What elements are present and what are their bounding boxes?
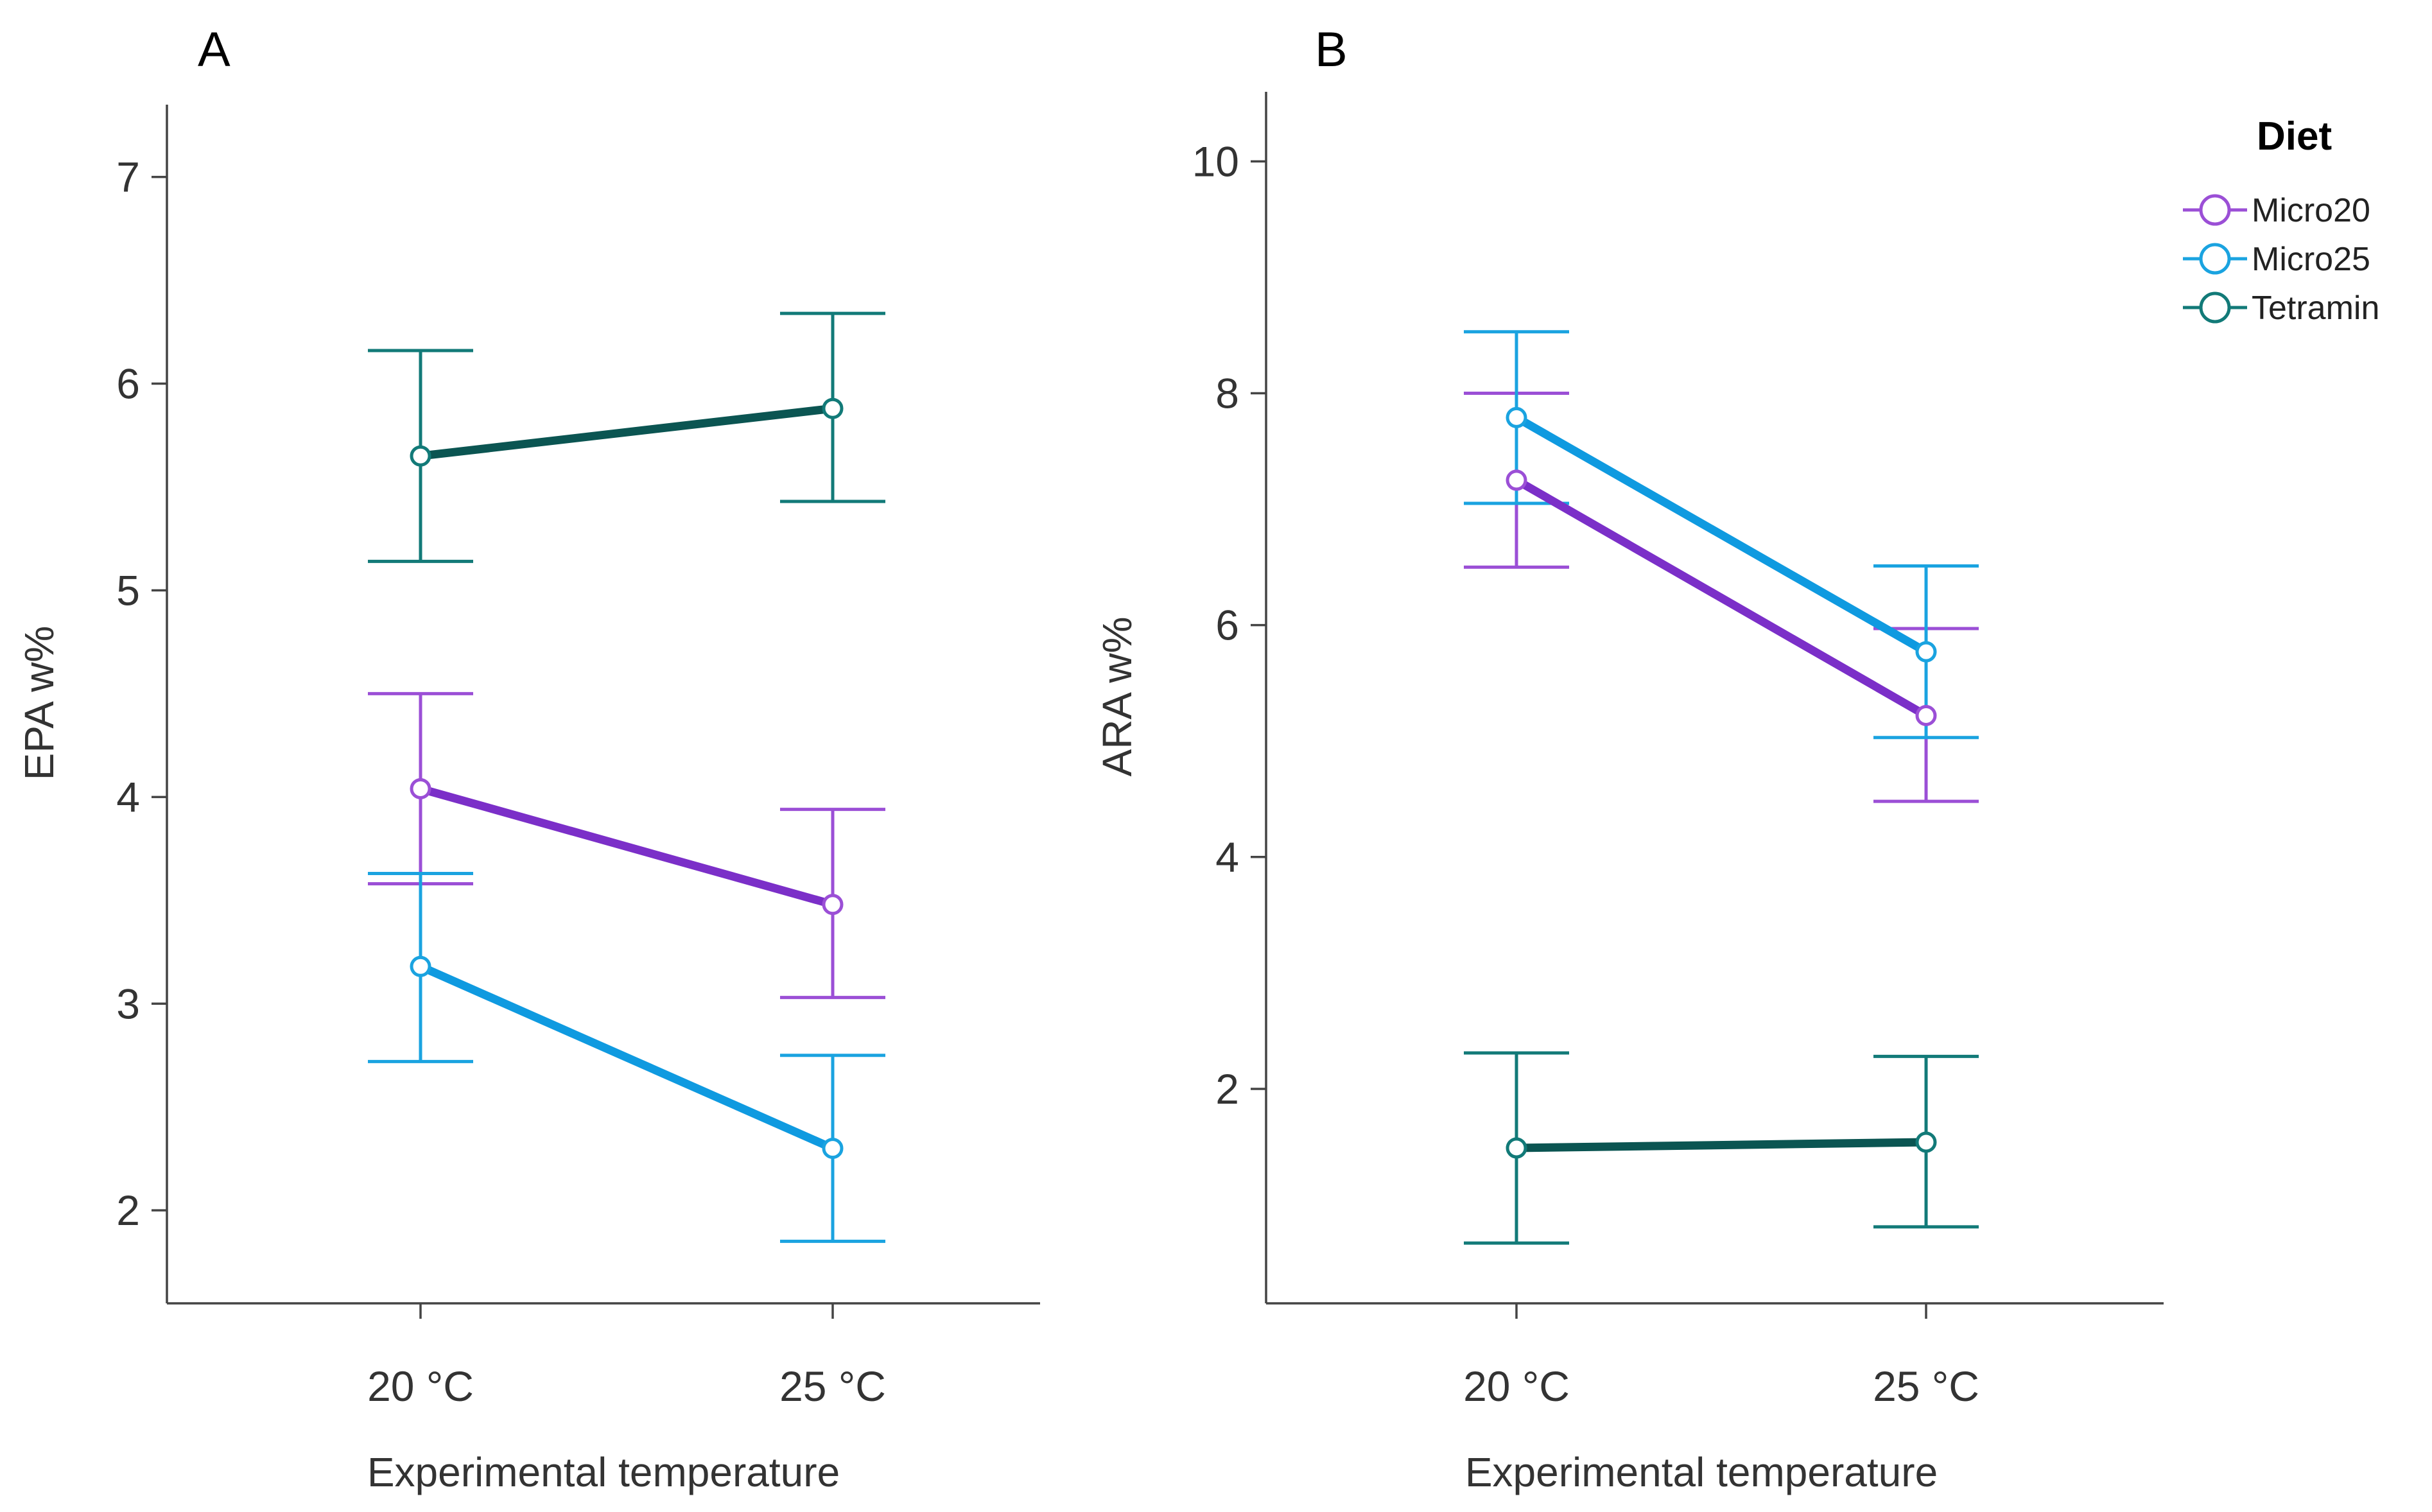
legend-micro20-marker-swatch xyxy=(2199,194,2231,226)
panel-b-x-axis-title: Experimental temperature xyxy=(1465,1449,1938,1495)
panel-b-x-tick-label: 25 °C xyxy=(1873,1362,1979,1410)
panel-a-tetramin-line xyxy=(416,404,837,460)
panel-b-y-tick-label: 2 xyxy=(1215,1065,1239,1113)
panel-b-x-tick-label: 20 °C xyxy=(1463,1362,1570,1410)
panel-a-micro25-line xyxy=(416,962,837,1153)
panel-a-tetramin-point xyxy=(410,445,431,467)
panel-b-micro20-line xyxy=(1512,476,1931,720)
panel-b-y-tick-label: 10 xyxy=(1192,137,1239,185)
panel-a-micro20-point xyxy=(410,778,431,799)
panel-b-y-ticks: 2 4 6 8 10 xyxy=(1192,137,1266,1113)
panel-a-y-tick-label: 6 xyxy=(116,360,140,408)
panel-a-y-tick-label: 7 xyxy=(116,153,140,201)
panel-b-y-tick-label: 4 xyxy=(1215,833,1239,881)
panel-b-tetramin-point xyxy=(1506,1137,1527,1159)
panel-b-letter: B xyxy=(1315,22,1348,77)
panel-b-micro25-point xyxy=(1506,406,1527,428)
panel-b-x-ticks: 20 °C 25 °C xyxy=(1463,1303,1979,1410)
legend-micro25-marker-swatch xyxy=(2199,243,2231,275)
legend-items: Micro20 Micro25 Tetramin xyxy=(2183,192,2379,327)
legend-tetramin-label: Tetramin xyxy=(2252,290,2379,327)
panel-b-micro25-point xyxy=(1915,641,1937,663)
panel-a-x-axis-title: Experimental temperature xyxy=(367,1449,840,1495)
panel-a-y-tick-label: 2 xyxy=(116,1186,140,1234)
panel-a-y-tick-label: 4 xyxy=(116,773,140,821)
panel-a-micro20-line xyxy=(416,784,837,909)
panel-a-micro20-point xyxy=(822,894,844,916)
panel-a-y-tick-label: 3 xyxy=(116,980,140,1027)
panel-a-micro25-point xyxy=(822,1138,844,1160)
panel-a-y-axis-title: EPA w% xyxy=(16,626,62,781)
panel-a-series xyxy=(368,311,885,1243)
panel-b-tetramin-line xyxy=(1512,1138,1931,1152)
legend-micro25-label: Micro25 xyxy=(2252,241,2370,278)
panel-b-series xyxy=(1464,330,1979,1245)
panel-b-y-tick-label: 6 xyxy=(1215,602,1239,649)
panel-a-letter: A xyxy=(198,22,230,77)
panel-b-tetramin-point xyxy=(1915,1131,1937,1153)
legend-tetramin-marker-swatch xyxy=(2199,291,2231,324)
panel-a-y-tick-label: 5 xyxy=(116,566,140,614)
panel-b-y-axis-title: ARA w% xyxy=(1094,617,1140,777)
panel-a-x-tick-label: 25 °C xyxy=(779,1362,886,1410)
panel-a-y-ticks: 2 3 4 5 6 7 xyxy=(116,153,167,1234)
legend-title: Diet xyxy=(2257,114,2332,159)
panel-b-y-tick-label: 8 xyxy=(1215,369,1239,417)
panel-b-chart: B 2 4 6 8 10 20 °C 25 °C Experimental tempera… xyxy=(1094,22,2164,1495)
panel-a-x-ticks: 20 °C 25 °C xyxy=(367,1303,886,1410)
legend: Diet Micro20 Micro25 Tetramin xyxy=(2183,114,2379,327)
panel-a-micro25-point xyxy=(410,955,431,977)
panel-a-chart: A 2 3 4 5 6 7 20 °C 25 °C Experimental tempera… xyxy=(16,22,1040,1495)
legend-micro20-label: Micro20 xyxy=(2252,192,2370,229)
panel-b-micro25-line xyxy=(1512,413,1931,656)
panel-b-micro20-point xyxy=(1915,704,1937,726)
panel-a-tetramin-point xyxy=(822,397,844,419)
panel-a-x-tick-label: 20 °C xyxy=(367,1362,474,1410)
panel-b-micro20-point xyxy=(1506,469,1527,491)
